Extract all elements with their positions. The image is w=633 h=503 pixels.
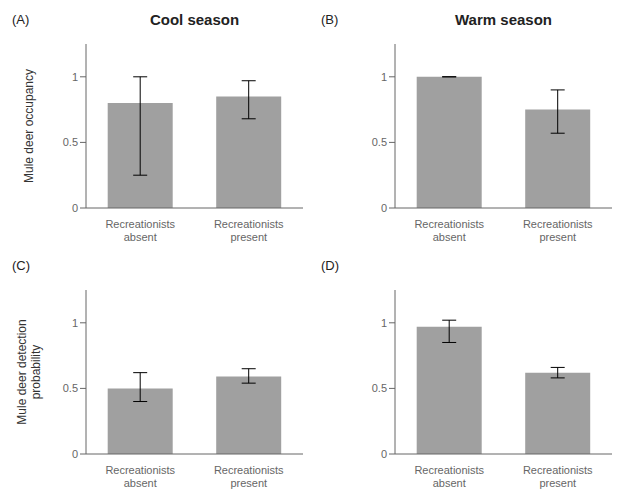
svg-text:Recreationistsabsent: Recreationistsabsent [414, 218, 484, 243]
html-text:(B): (B) [321, 12, 339, 27]
svg-text:0: 0 [72, 202, 78, 214]
svg-text:Recreationistsabsent: Recreationistsabsent [414, 464, 484, 489]
svg-text:1: 1 [381, 316, 387, 328]
svg-text:Recreationistspresent: Recreationistspresent [523, 464, 593, 489]
svg-text:1: 1 [72, 316, 78, 328]
svg-text:1: 1 [72, 71, 78, 83]
svg-text:0.5: 0.5 [372, 382, 387, 394]
svg-text:0: 0 [72, 447, 78, 459]
svg-text:Recreationistspresent: Recreationistspresent [214, 218, 284, 243]
svg-text:0.5: 0.5 [372, 136, 387, 148]
html-text:(D): (D) [321, 257, 339, 273]
svg-text:Recreationistsabsent: Recreationistsabsent [105, 464, 175, 489]
html-text:(A): (A) [12, 12, 30, 27]
html-text:(C): (C) [12, 257, 30, 273]
svg-text:0: 0 [381, 447, 387, 459]
svg-text:0.5: 0.5 [63, 136, 78, 148]
svg-text:Recreationistspresent: Recreationistspresent [523, 218, 593, 243]
svg-text:Recreationistspresent: Recreationistspresent [214, 464, 284, 489]
svg-text:Mule deer detectionprobability: Mule deer detectionprobability [15, 319, 43, 424]
svg-text:Mule deer occupancy: Mule deer occupancy [22, 69, 36, 183]
html-text:Cool season: Cool season [149, 11, 240, 28]
svg-text:0.5: 0.5 [63, 382, 78, 394]
svg-text:1: 1 [381, 71, 387, 83]
svg-text:Recreationistsabsent: Recreationistsabsent [105, 218, 175, 243]
html-text:Warm season: Warm season [455, 11, 552, 28]
svg-text:0: 0 [381, 202, 387, 214]
